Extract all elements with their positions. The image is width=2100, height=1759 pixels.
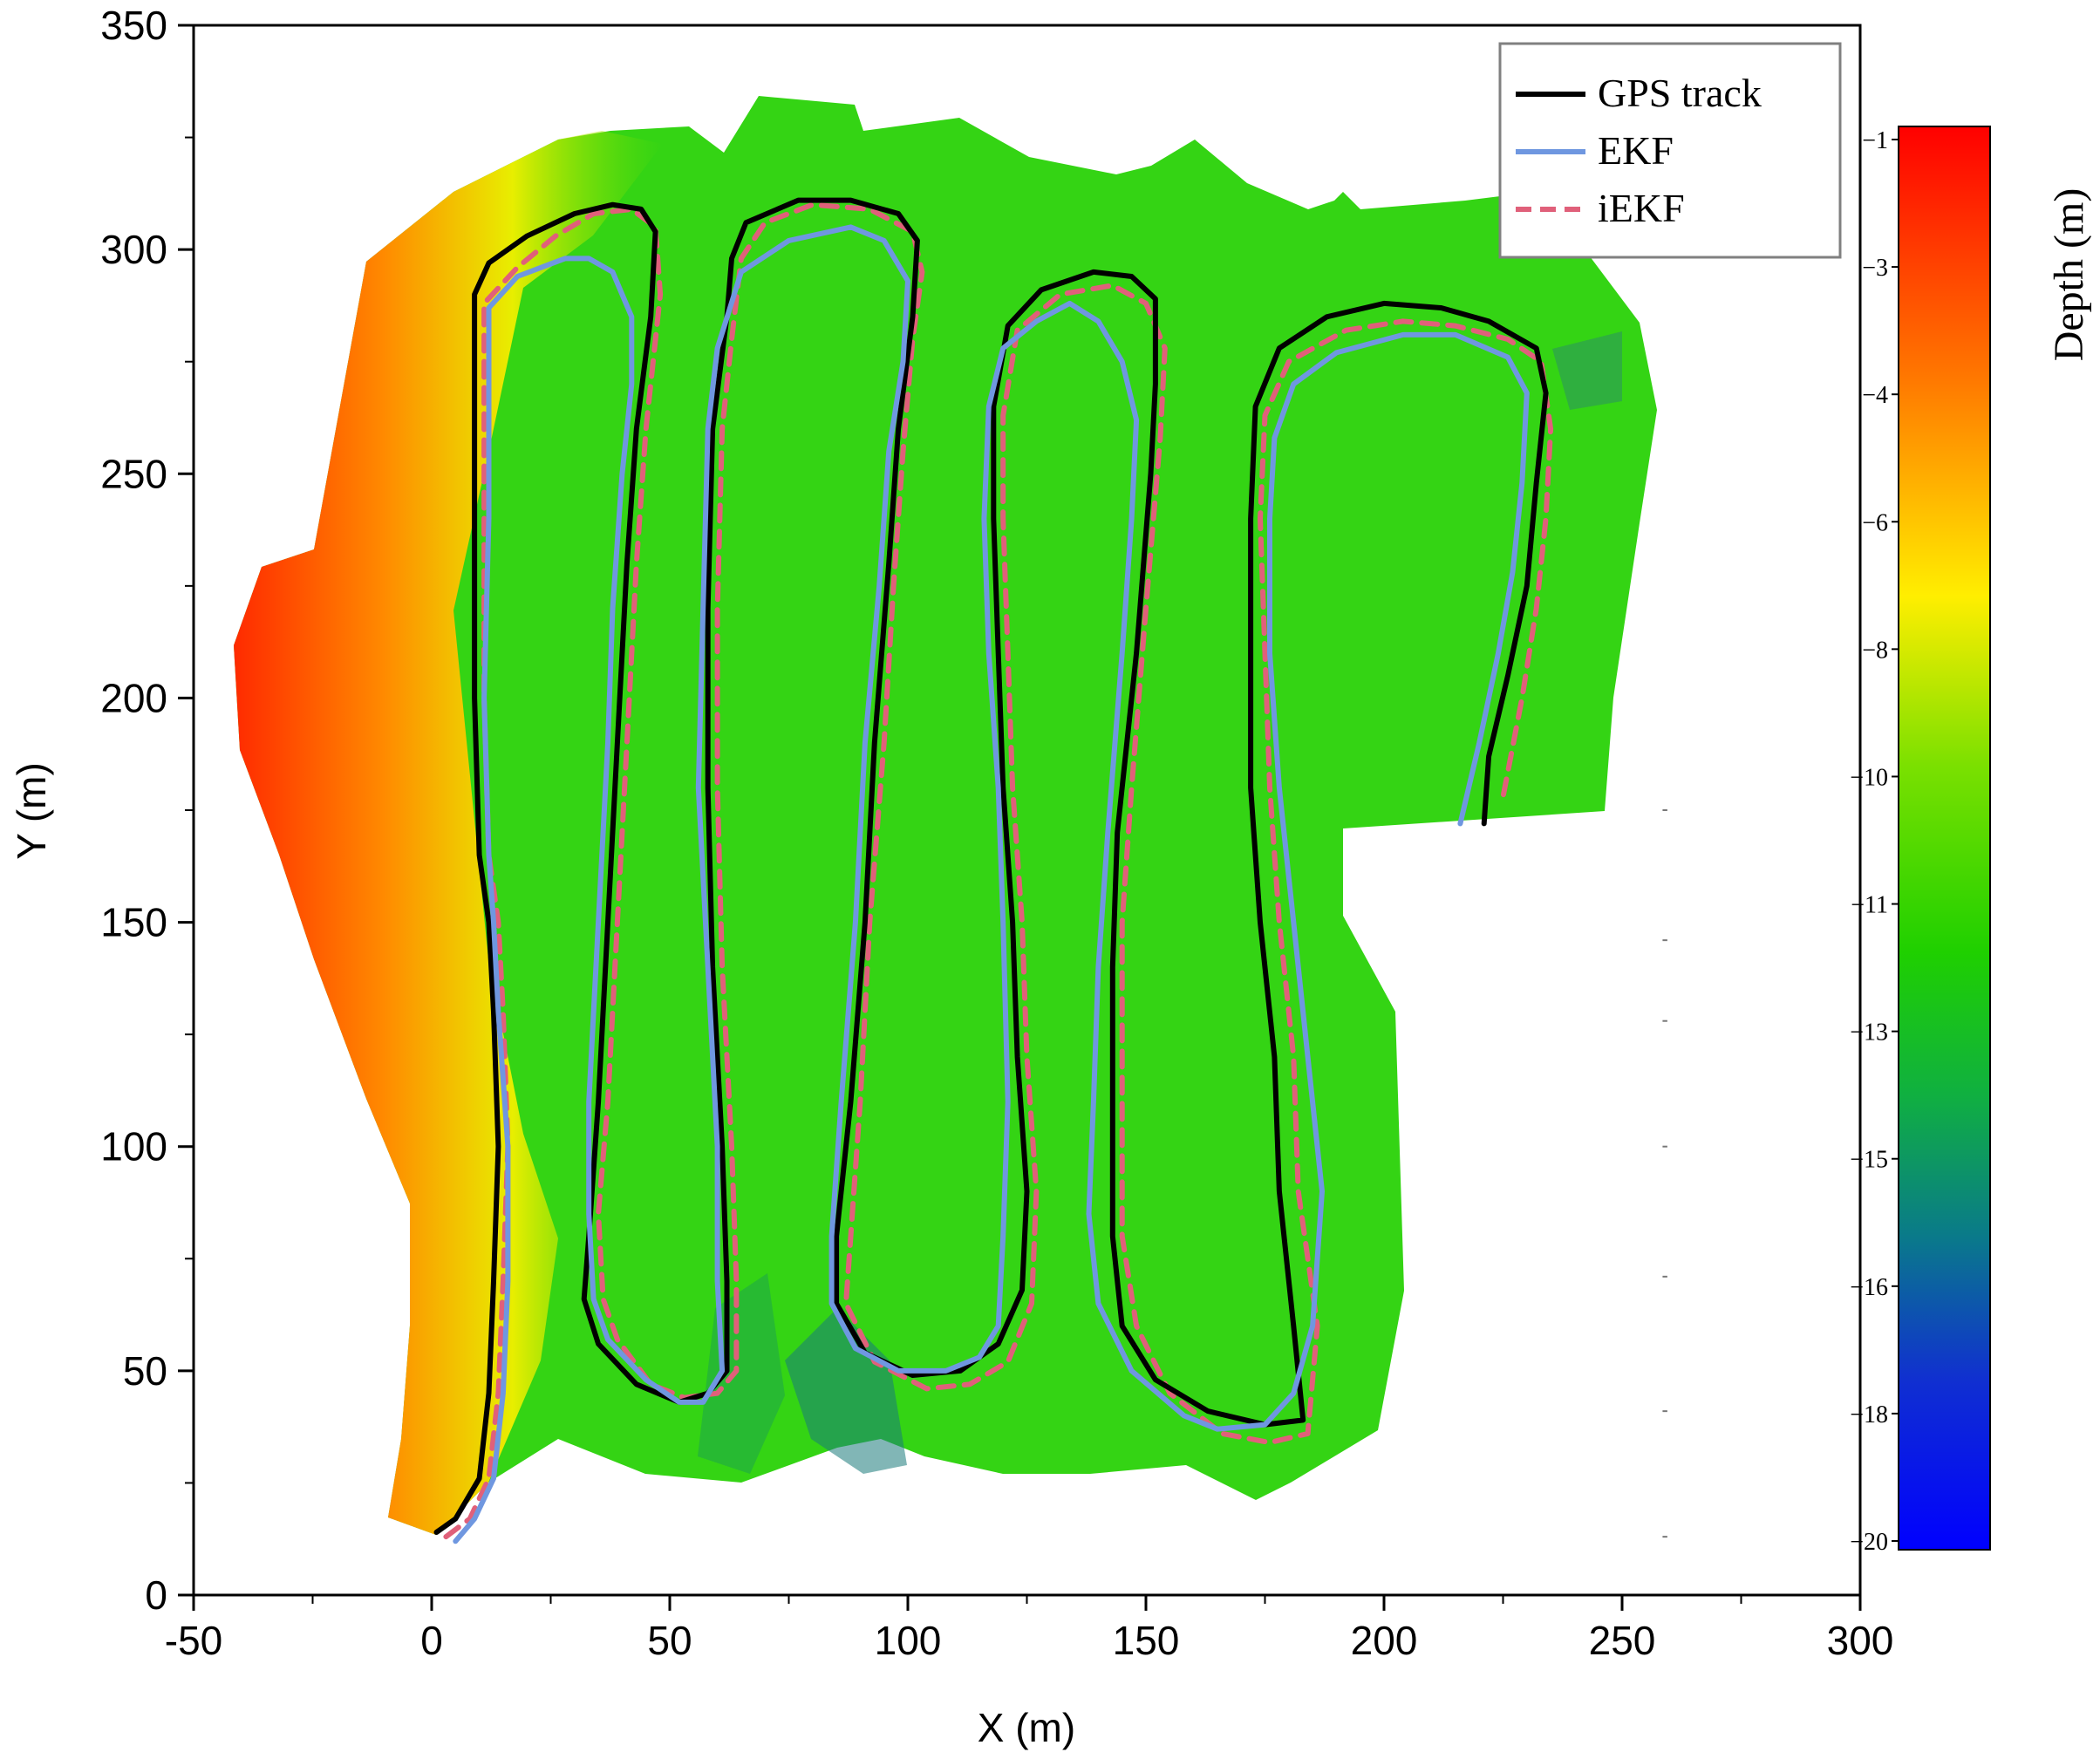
colorbar-tick-label: −15 xyxy=(1850,1147,1888,1174)
colorbar-tick-label: −3 xyxy=(1862,255,1888,282)
y-tick-label: 50 xyxy=(123,1348,167,1394)
colorbar-tick-label: −18 xyxy=(1850,1401,1888,1428)
x-axis: -50 0 50 100 150 200 250 300 xyxy=(165,1595,1894,1663)
colorbar-tick-label: −16 xyxy=(1850,1274,1888,1301)
y-tick-label: 200 xyxy=(100,675,167,720)
colorbar-gradient xyxy=(1898,126,1991,1551)
x-tick-label: 250 xyxy=(1589,1618,1656,1663)
series-layer xyxy=(433,197,1554,1544)
y-tick-label: 0 xyxy=(145,1572,167,1618)
y-tick-label: 100 xyxy=(100,1124,167,1169)
x-tick-label: 100 xyxy=(875,1618,942,1663)
colorbar-tick-label: −8 xyxy=(1862,637,1888,664)
colorbar-tick-label: −4 xyxy=(1862,382,1888,409)
colorbar-tick-label: −13 xyxy=(1850,1019,1888,1047)
colorbar-ticks: −1 −3 −4 −6 −8 −10 −11 −13 −15 −16 −18 −20 xyxy=(1850,127,1899,1556)
colorbar-tick-label: −1 xyxy=(1862,127,1888,154)
legend-label-ekf: EKF xyxy=(1598,128,1674,173)
series-line-ekf xyxy=(453,224,1530,1544)
legend-label-gps-track: GPS track xyxy=(1598,71,1762,115)
colorbar: −1 −3 −4 −6 −8 −10 −11 −13 −15 −16 −18 −20 Depth (m… xyxy=(1850,126,2092,1556)
deep-water-patch-3 xyxy=(1552,331,1622,410)
colorbar-tick-label: −11 xyxy=(1851,892,1888,919)
shallow-shore-band xyxy=(234,131,663,1535)
y-tick-label: 350 xyxy=(100,3,167,48)
series-line-gps-track xyxy=(433,197,1549,1535)
y-axis: 0 50 100 150 200 250 300 350 xyxy=(100,3,194,1618)
colorbar-tick-label: −20 xyxy=(1850,1529,1888,1556)
x-tick-label: 150 xyxy=(1113,1618,1180,1663)
x-tick-label: -50 xyxy=(165,1618,222,1663)
x-axis-label: X (m) xyxy=(978,1705,1075,1750)
legend-label-iekf: iEKF xyxy=(1598,186,1685,230)
x-tick-label: 300 xyxy=(1827,1618,1894,1663)
y-tick-label: 300 xyxy=(100,227,167,272)
depth-surface xyxy=(234,96,1657,1535)
y-tick-label: 150 xyxy=(100,900,167,945)
y-tick-label: 250 xyxy=(100,451,167,496)
colorbar-tick-label: −6 xyxy=(1862,509,1888,536)
deep-water-patch-1 xyxy=(785,1308,907,1474)
x-tick-label: 200 xyxy=(1351,1618,1418,1663)
colorbar-label: Depth (m) xyxy=(2046,188,2092,362)
colorbar-tick-label: −10 xyxy=(1850,764,1888,791)
x-tick-label: 50 xyxy=(647,1618,692,1663)
y-axis-label: Y (m) xyxy=(9,762,54,860)
series-line-iekf xyxy=(443,201,1554,1540)
side-marks xyxy=(1662,809,1667,1538)
legend: GPS track EKF iEKF xyxy=(1498,42,1842,259)
x-tick-label: 0 xyxy=(420,1618,443,1663)
